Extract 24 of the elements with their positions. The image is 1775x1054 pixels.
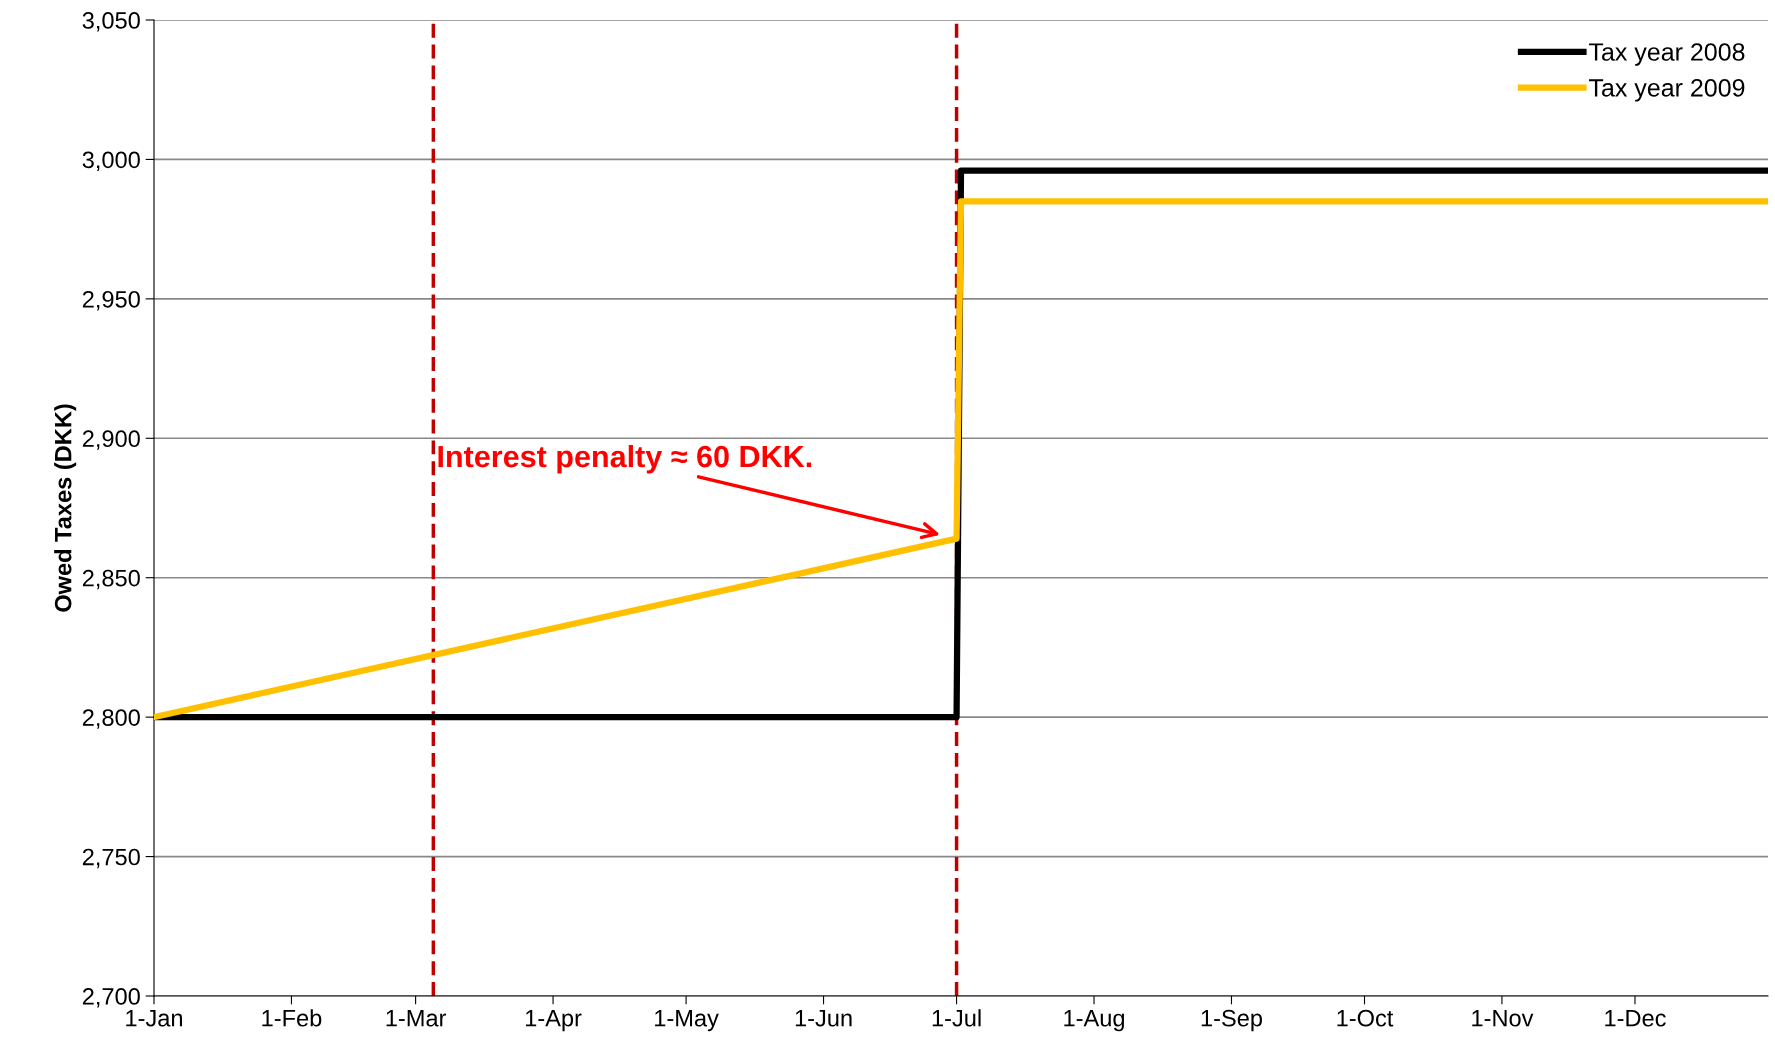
x-tick-label: 1-Aug [1064,1010,1125,1032]
y-tick-label: 2,900 [82,430,140,450]
y-tick-label: 2,800 [82,709,140,729]
x-tick-label: 1-Jul [932,1009,981,1027]
x-tick-label: 1-Feb [262,1009,322,1027]
y-tick-label: 2,750 [82,848,140,869]
legend-label: Tax year 2008 [1589,43,1745,66]
y-tick-label: 2,950 [82,290,140,311]
x-tick-label: 1-Oct [1337,1009,1394,1027]
x-tick-label: 1-Jan [126,1010,182,1027]
legend-label: Tax year 2009 [1589,78,1745,102]
y-tick-label: 2,700 [82,988,140,1008]
x-tick-label: 1-Apr [526,1010,582,1032]
y-axis-title: Owed Taxes (DKK) [54,404,77,612]
x-tick-label: 1-Sep [1201,1009,1262,1032]
x-tick-label: 1-Dec [1605,1010,1666,1027]
y-tick-label: 3,050 [82,12,140,32]
x-tick-label: 1-Mar [386,1010,447,1027]
x-tick-label: 1-May [655,1010,719,1032]
y-tick-label: 2,850 [82,569,140,590]
y-tick-label: 3,000 [82,151,140,172]
x-tick-label: 1-Jun [795,1010,852,1027]
annotation: Interest penalty ≈ 60 DKK. [438,444,812,474]
x-tick-label: 1-Nov [1472,1010,1534,1027]
